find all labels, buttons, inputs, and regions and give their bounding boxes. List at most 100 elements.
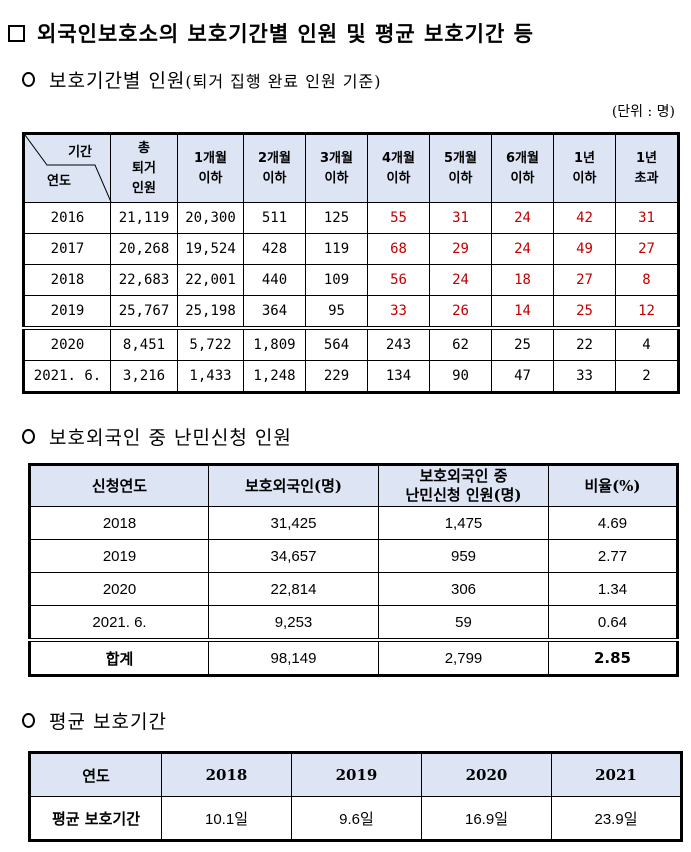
cell: 62 (429, 326, 492, 361)
total-row: 합계 98,149 2,799 2.85 (29, 638, 678, 676)
document-title: 외국인보호소의 보호기간별 인원 및 평균 보호기간 등 (8, 18, 534, 48)
refugee-application-table: 신청연도 보호외국인(명) 보호외국인 중 난민신청 인원(명) 비율(%) 20… (28, 463, 679, 677)
cell: 119 (305, 233, 368, 265)
section3-heading: 평균 보호기간 (22, 707, 167, 734)
cell: 22 (553, 326, 616, 361)
col-header-over-1y: 1년 초과 (615, 133, 679, 203)
cell: 2.77 (548, 539, 678, 573)
cell: 33 (553, 360, 616, 393)
cell: 2019 (29, 539, 209, 573)
cell: 229 (305, 360, 368, 393)
table-row: 2019 25,767 25,198 364 95 33 26 14 25 12 (23, 295, 679, 329)
checkbox-square-icon (8, 24, 25, 42)
header-row: 기간 연도 총 퇴거 인원 1개월 이하 2개월 이하 3개월 이하 4개월 이하 5개월 이… (23, 133, 679, 203)
average-retention-table: 연도 2018 2019 2020 2021 평균 보호기간 10.1일 9.6… (28, 751, 683, 842)
cell: 55 (367, 202, 430, 234)
cell: 109 (305, 264, 368, 296)
cell: 10.1일 (161, 796, 292, 841)
table-row: 2017 20,268 19,524 428 119 68 29 24 49 2… (23, 233, 679, 265)
col-header-year: 신청연도 (29, 464, 209, 507)
col-header-2019: 2019 (291, 752, 422, 797)
cell: 1.34 (548, 572, 678, 606)
cell: 27 (553, 264, 616, 296)
cell: 42 (553, 202, 616, 234)
total-label: 합계 (29, 638, 209, 676)
col-header-year: 연도 (29, 752, 162, 797)
cell: 18 (491, 264, 554, 296)
cell: 31,425 (208, 506, 379, 540)
circle-bullet-icon (22, 713, 35, 728)
col-header-detained: 보호외국인(명) (208, 464, 379, 507)
cell: 25,198 (177, 295, 244, 329)
circle-bullet-icon (22, 72, 35, 87)
cell: 1,809 (243, 326, 306, 361)
cell: 22,001 (177, 264, 244, 296)
section3-heading-text: 평균 보호기간 (49, 711, 167, 733)
cell: 22,683 (110, 264, 178, 296)
cell: 0.64 (548, 605, 678, 641)
cell: 20,268 (110, 233, 178, 265)
cell: 364 (243, 295, 306, 329)
cell: 2020 (29, 572, 209, 606)
cell: 20,300 (177, 202, 244, 234)
col-header-1y: 1년 이하 (553, 133, 616, 203)
cell: 25 (491, 326, 554, 361)
col-header-5m: 5개월 이하 (429, 133, 492, 203)
cell: 90 (429, 360, 492, 393)
cell: 19,524 (177, 233, 244, 265)
col-header-2021: 2021 (551, 752, 682, 797)
cell: 59 (378, 605, 549, 641)
unit-label: (단위 : 명) (611, 104, 675, 120)
cell: 511 (243, 202, 306, 234)
col-header-1m: 1개월 이하 (177, 133, 244, 203)
corner-label-period: 기간 (68, 145, 92, 160)
circle-bullet-icon (22, 429, 35, 444)
cell: 8 (615, 264, 679, 296)
cell: 1,475 (378, 506, 549, 540)
table-row: 2019 34,657 959 2.77 (29, 539, 678, 573)
cell: 125 (305, 202, 368, 234)
section1-heading-text: 보호기간별 인원 (49, 70, 186, 92)
corner-header: 기간 연도 (23, 133, 112, 203)
section1-heading: 보호기간별 인원 (퇴거 집행 완료 인원 기준) (22, 66, 381, 93)
cell: 2 (615, 360, 679, 393)
section2-heading-text: 보호외국인 중 난민신청 인원 (49, 427, 292, 449)
cell: 2,799 (378, 638, 549, 676)
row-year: 2018 (23, 264, 111, 296)
cell: 31 (429, 202, 492, 234)
cell: 1,433 (177, 360, 244, 393)
diagonal-divider-icon (25, 135, 112, 202)
col-header-2018: 2018 (161, 752, 292, 797)
header-row: 신청연도 보호외국인(명) 보호외국인 중 난민신청 인원(명) 비율(%) (29, 464, 678, 507)
cell: 243 (367, 326, 430, 361)
table-row: 2016 21,119 20,300 511 125 55 31 24 42 3… (23, 202, 679, 234)
cell: 29 (429, 233, 492, 265)
cell: 4 (615, 326, 679, 361)
table-row: 2018 22,683 22,001 440 109 56 24 18 27 8 (23, 264, 679, 296)
header-row: 연도 2018 2019 2020 2021 (29, 752, 682, 797)
cell: 959 (378, 539, 549, 573)
cell: 95 (305, 295, 368, 329)
cell: 2018 (29, 506, 209, 540)
col-header-ratio: 비율(%) (548, 464, 678, 507)
col-header-6m: 6개월 이하 (491, 133, 554, 203)
cell: 31 (615, 202, 679, 234)
table-row: 2020 8,451 5,722 1,809 564 243 62 25 22 … (23, 326, 679, 361)
cell: 68 (367, 233, 430, 265)
cell: 428 (243, 233, 306, 265)
cell: 26 (429, 295, 492, 329)
col-header-3m: 3개월 이하 (305, 133, 368, 203)
col-header-2020: 2020 (421, 752, 552, 797)
cell: 47 (491, 360, 554, 393)
cell: 21,119 (110, 202, 178, 234)
cell: 25 (553, 295, 616, 329)
table-row: 2018 31,425 1,475 4.69 (29, 506, 678, 540)
corner-label-year: 연도 (47, 174, 71, 189)
cell: 9.6일 (291, 796, 422, 841)
table-row: 2021. 6. 9,253 59 0.64 (29, 605, 678, 641)
row-year: 2017 (23, 233, 111, 265)
table-row: 2020 22,814 306 1.34 (29, 572, 678, 606)
cell: 24 (429, 264, 492, 296)
cell: 306 (378, 572, 549, 606)
col-header-4m: 4개월 이하 (367, 133, 430, 203)
